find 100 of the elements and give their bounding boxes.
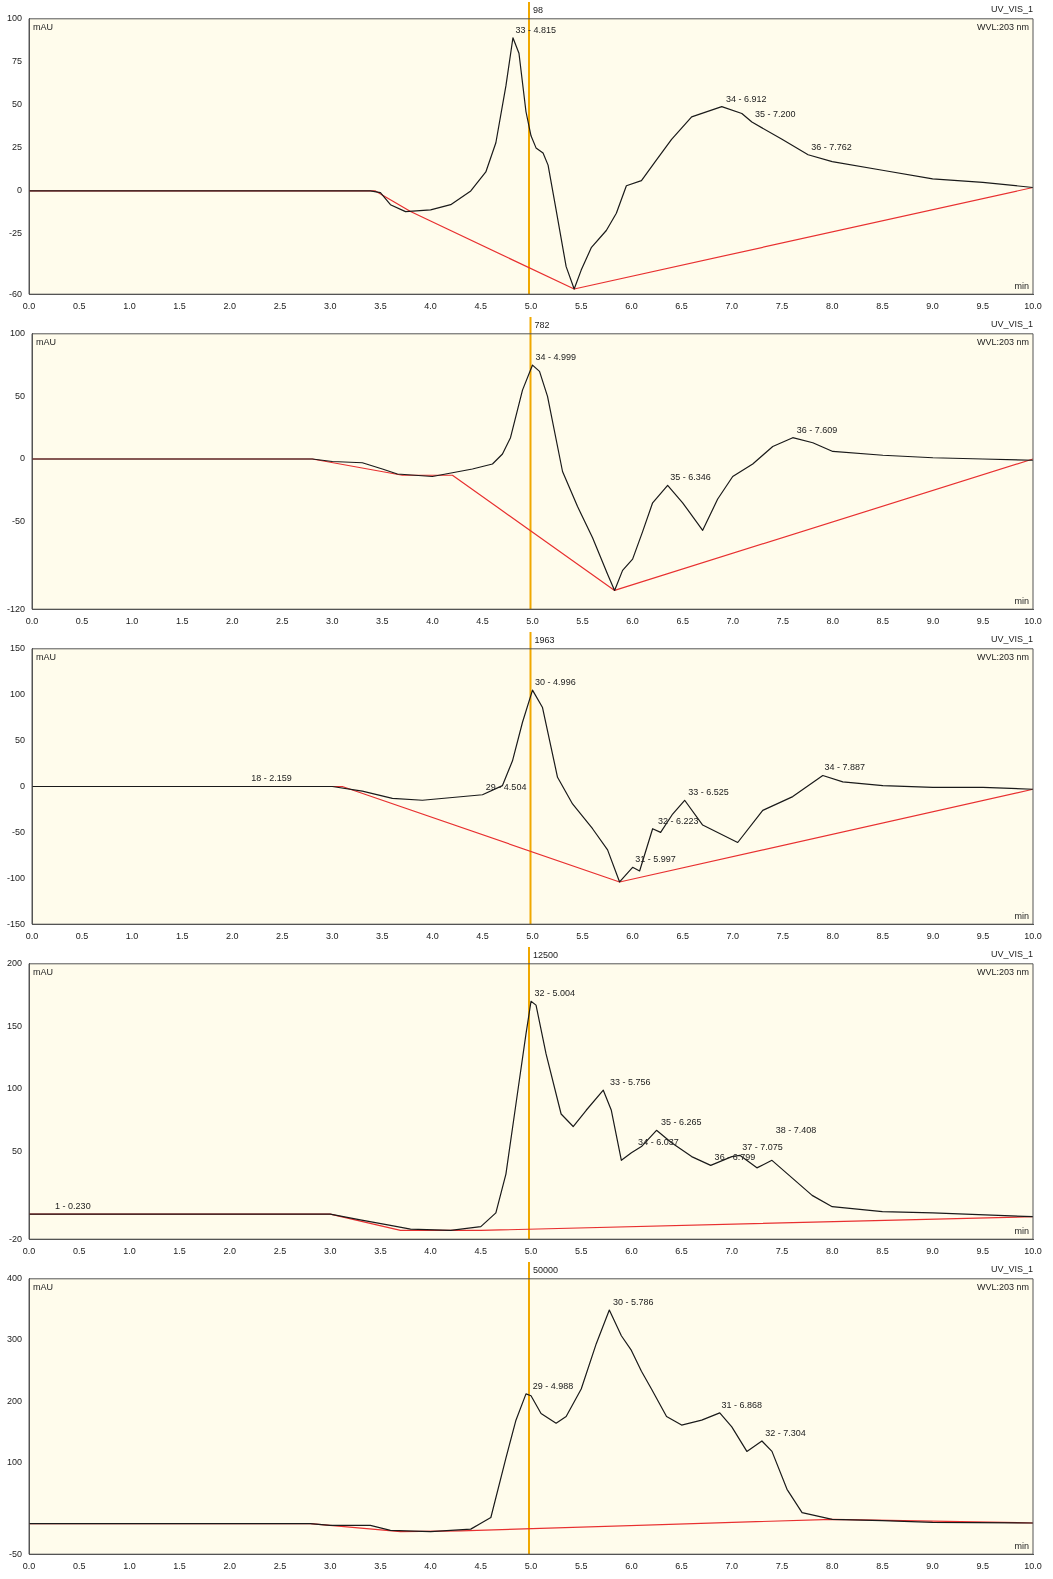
annotation: 36 - 7.609 (796, 424, 838, 435)
y-tick-label: 75 (12, 56, 23, 67)
x-tick-label: 7.0 (725, 1561, 739, 1572)
x-tick-label: 8.0 (825, 301, 839, 312)
x-tick-label: 10.0 (1024, 1246, 1042, 1257)
x-tick-label: 7.5 (775, 301, 789, 312)
y-tick-label: -50 (12, 516, 26, 527)
y-tick-label: 0 (20, 780, 26, 791)
x-tick-label: 1.0 (125, 616, 139, 627)
x-tick-label: 5.0 (526, 931, 539, 942)
x-tick-label: 5.0 (524, 1561, 538, 1572)
x-tick-label: 2.5 (273, 1561, 287, 1572)
y-axis-title: mAU (36, 651, 57, 662)
x-axis-title: min (1014, 1541, 1029, 1552)
x-tick-label: 8.5 (876, 616, 890, 627)
x-tick-label: 10.0 (1024, 1561, 1042, 1572)
x-tick-label: 7.0 (726, 616, 739, 627)
chart-title: UV_VIS_1 (990, 633, 1033, 644)
x-tick-label: 0.0 (22, 301, 36, 312)
x-tick-label: 5.5 (576, 931, 589, 942)
x-tick-label: 8.0 (826, 931, 840, 942)
chart-subtitle: WVL:203 nm (976, 651, 1029, 662)
y-tick-label: -50 (12, 826, 26, 837)
x-tick-label: 2.0 (223, 301, 237, 312)
y-tick-label: 100 (6, 13, 23, 24)
text: 782 (534, 319, 550, 330)
x-tick-label: 4.5 (474, 301, 488, 312)
x-tick-label: 3.5 (376, 616, 389, 627)
annotation: 33 - 4.815 (515, 24, 556, 35)
x-tick-label: 5.5 (574, 1561, 588, 1572)
x-tick-label: 8.5 (876, 1561, 889, 1572)
x-tick-label: 9.0 (926, 1246, 939, 1257)
x-tick-label: 1.5 (173, 1246, 186, 1257)
x-axis-title: min (1014, 281, 1029, 292)
x-axis-title: min (1014, 911, 1029, 922)
x-tick-label: 7.0 (725, 301, 739, 312)
x-tick-label: 9.0 (926, 616, 940, 627)
x-tick-label: 4.0 (426, 616, 439, 627)
chart-title: UV_VIS_1 (990, 948, 1033, 959)
annotation: 30 - 5.786 (612, 1297, 654, 1307)
annotation: 34 - 6.912 (725, 93, 767, 104)
y-tick-label: 50 (12, 1146, 23, 1157)
x-tick-label: 8.5 (876, 1246, 889, 1257)
x-tick-label: 7.5 (776, 931, 790, 942)
annotation: 34 - 4.999 (535, 352, 576, 363)
chart-subtitle: WVL:203 nm (976, 966, 1029, 977)
text: 1963 (534, 634, 555, 645)
annotation: 1 - 0.230 (55, 1201, 91, 1212)
y-tick-label: -20 (9, 1233, 23, 1244)
y-tick-label: 100 (6, 1083, 23, 1094)
y-tick-label: 200 (6, 958, 23, 969)
annotation: 36 - 7.762 (811, 141, 852, 152)
x-tick-label: 6.0 (626, 931, 639, 942)
x-tick-label: 0.5 (72, 301, 86, 312)
chart-title: UV_VIS_1 (990, 3, 1033, 14)
annotation: 35 - 7.200 (754, 109, 796, 120)
x-tick-label: 1.0 (125, 931, 139, 942)
y-axis-title: mAU (36, 336, 57, 347)
y-tick-label: 50 (15, 735, 26, 746)
x-tick-label: 6.5 (676, 616, 689, 627)
x-tick-label: 7.0 (726, 931, 739, 942)
y-tick-label: 100 (6, 1456, 23, 1467)
text: 50000 (533, 1264, 559, 1275)
x-tick-label: 8.5 (876, 301, 889, 312)
x-tick-label: 1.0 (123, 1246, 136, 1257)
annotation: 29 - 4.504 (485, 781, 527, 792)
text: 98 (533, 4, 544, 15)
y-tick-label: 0 (17, 185, 23, 196)
x-tick-label: 5.0 (526, 616, 539, 627)
annotation: 30 - 4.996 (535, 677, 576, 688)
annotation: 18 - 2.159 (251, 773, 292, 784)
x-tick-label: 0.0 (22, 1561, 36, 1572)
chart-subtitle: WVL:203 nm (976, 21, 1029, 32)
x-tick-label: 4.5 (474, 1246, 488, 1257)
annotation: 35 - 6.265 (661, 1117, 702, 1128)
x-tick-label: 9.0 (926, 301, 939, 312)
x-tick-label: 2.5 (273, 1246, 287, 1257)
x-tick-label: 10.0 (1024, 931, 1042, 942)
y-tick-label: 200 (6, 1395, 23, 1406)
x-tick-label: 0.0 (22, 1246, 36, 1257)
x-tick-label: 2.0 (223, 1246, 237, 1257)
x-tick-label: 4.5 (474, 1561, 488, 1572)
x-tick-label: 3.5 (376, 931, 389, 942)
annotation: 32 - 6.223 (657, 815, 699, 826)
y-tick-label: 50 (12, 99, 23, 110)
x-tick-label: 6.0 (625, 1561, 638, 1572)
x-tick-label: 6.0 (625, 301, 638, 312)
x-tick-label: 7.5 (776, 616, 790, 627)
x-tick-label: 1.0 (123, 1561, 136, 1572)
y-axis-title: mAU (33, 1281, 54, 1292)
x-tick-label: 3.5 (374, 1246, 387, 1257)
x-tick-label: 2.0 (223, 1561, 237, 1572)
x-tick-label: 3.0 (323, 1561, 337, 1572)
x-tick-label: 6.5 (675, 1561, 688, 1572)
y-tick-label: 300 (6, 1334, 23, 1345)
x-axis-title: min (1014, 596, 1029, 607)
x-tick-label: 4.0 (424, 1561, 437, 1572)
x-tick-label: 1.5 (175, 616, 189, 627)
x-tick-label: 6.5 (676, 931, 689, 942)
x-tick-label: 7.0 (725, 1246, 739, 1257)
